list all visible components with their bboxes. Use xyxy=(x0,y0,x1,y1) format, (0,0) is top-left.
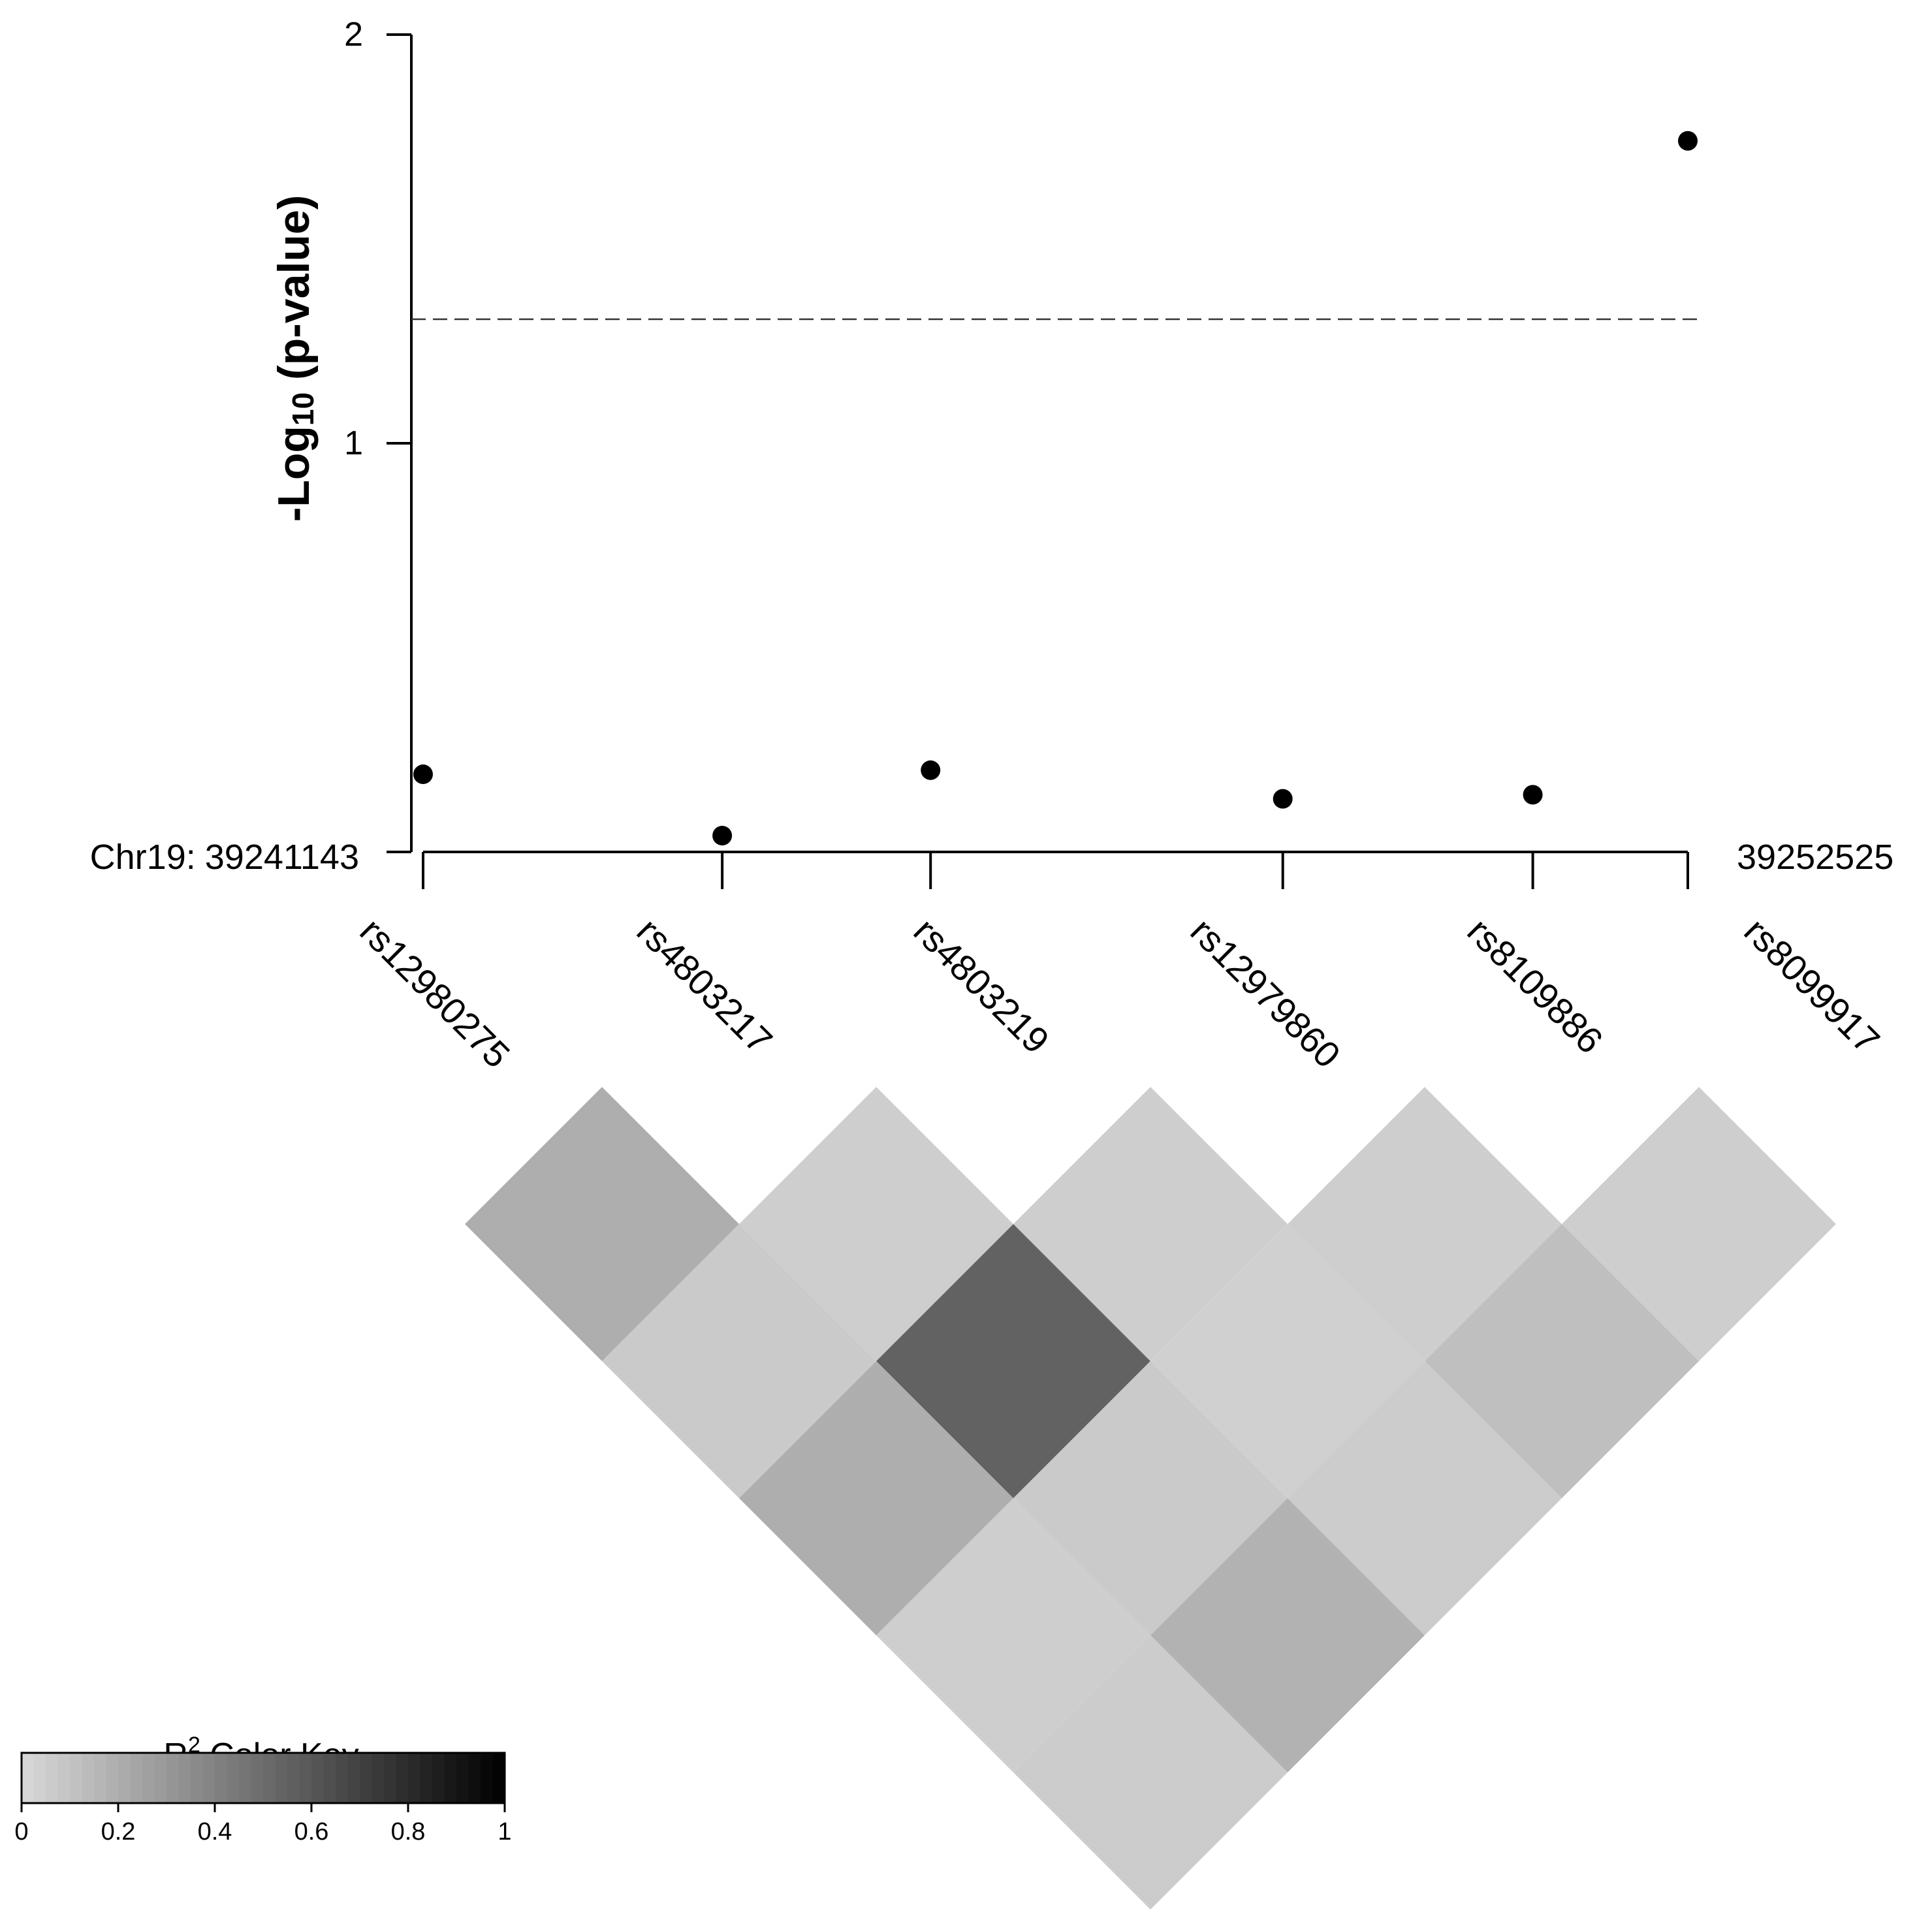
snp-label-rs4803219: rs4803219 xyxy=(906,910,1058,1061)
color-key-swatch xyxy=(227,1753,240,1803)
color-key-swatch xyxy=(33,1753,46,1803)
snp-ticks xyxy=(422,852,1689,889)
color-key-swatch xyxy=(444,1753,457,1803)
color-key-swatch xyxy=(94,1753,107,1803)
color-key-swatch xyxy=(299,1753,312,1803)
color-key-swatch xyxy=(82,1753,95,1803)
y-tick-label-2: 2 xyxy=(344,16,363,54)
color-key-swatch xyxy=(251,1753,264,1803)
color-key-swatch xyxy=(178,1753,191,1803)
color-key-tick-label: 0.8 xyxy=(391,1818,426,1846)
point-rs4803217 xyxy=(712,825,733,845)
color-key-swatch xyxy=(263,1753,276,1803)
color-key-swatch xyxy=(46,1753,59,1803)
color-key-swatch xyxy=(468,1753,481,1803)
y-axis: 1 2 xyxy=(344,16,413,853)
color-key-swatch xyxy=(22,1753,35,1803)
color-key: R2 Color Key 00.20.40.60.81 xyxy=(14,1733,511,1846)
color-key-swatch xyxy=(142,1753,155,1803)
color-key-swatch xyxy=(275,1753,288,1803)
point-rs12979860 xyxy=(1273,789,1293,809)
point-rs12980275 xyxy=(413,764,433,785)
point-rs8109886 xyxy=(1523,785,1543,805)
color-key-tick-label: 0.4 xyxy=(198,1818,232,1846)
y-tick-label-1: 1 xyxy=(344,424,363,462)
color-key-swatch xyxy=(191,1753,204,1803)
color-key-swatch xyxy=(432,1753,445,1803)
snp-label-rs8109886: rs8109886 xyxy=(1460,910,1611,1061)
region-end-label: 39252525 xyxy=(1737,838,1893,877)
color-key-swatch xyxy=(166,1753,180,1803)
color-key-swatch xyxy=(106,1753,119,1803)
color-key-bar xyxy=(22,1753,505,1803)
snp-label-rs12979860: rs12979860 xyxy=(1183,910,1349,1076)
snp-labels: rs12980275 rs4803217 rs4803219 rs12979860 rs… xyxy=(353,910,1888,1076)
color-key-swatch xyxy=(336,1753,349,1803)
color-key-swatch xyxy=(311,1753,325,1803)
color-key-border xyxy=(20,1752,506,1804)
color-key-tick-label: 0.2 xyxy=(101,1818,136,1846)
ld-heatmap xyxy=(465,1087,1836,1910)
color-key-tick-label: 0 xyxy=(14,1818,28,1846)
color-key-swatch xyxy=(481,1753,494,1803)
color-key-tick-label: 1 xyxy=(498,1818,511,1846)
color-key-swatch xyxy=(347,1753,360,1803)
association-points xyxy=(413,131,1698,845)
color-key-swatch xyxy=(384,1753,397,1803)
snp-label-rs4803217: rs4803217 xyxy=(629,910,781,1061)
color-key-swatch xyxy=(287,1753,300,1803)
snp-label-rs8099917: rs8099917 xyxy=(1737,910,1888,1061)
color-key-swatch xyxy=(57,1753,71,1803)
color-key-tick-label: 0.6 xyxy=(294,1818,329,1846)
y-axis-label: -Log10 (p-value) xyxy=(269,195,320,522)
point-rs8099917 xyxy=(1678,131,1698,151)
x-axis: Chr19: 39241143 39252525 xyxy=(90,838,1893,889)
color-key-swatch xyxy=(202,1753,215,1803)
color-key-swatch xyxy=(70,1753,83,1803)
color-key-swatch xyxy=(323,1753,336,1803)
color-key-swatch xyxy=(154,1753,167,1803)
ld-cell-rs12980275-rs8099917 xyxy=(1013,1635,1288,1910)
color-key-swatch xyxy=(420,1753,433,1803)
color-key-swatch xyxy=(456,1753,469,1803)
color-key-swatch xyxy=(130,1753,143,1803)
color-key-swatch xyxy=(215,1753,228,1803)
snp-label-rs12980275: rs12980275 xyxy=(353,910,518,1076)
color-key-swatch xyxy=(372,1753,385,1803)
color-key-swatch xyxy=(118,1753,131,1803)
region-start-label: Chr19: 39241143 xyxy=(90,838,359,877)
color-key-ticks: 0 0.2 0.4 0.6 0.8 1 xyxy=(14,1803,512,1846)
color-key-swatch xyxy=(239,1753,252,1803)
color-key-swatch xyxy=(396,1753,409,1803)
color-key-swatch xyxy=(408,1753,421,1803)
point-rs4803219 xyxy=(921,760,941,780)
color-key-swatch xyxy=(360,1753,373,1803)
color-key-swatch xyxy=(492,1753,505,1803)
